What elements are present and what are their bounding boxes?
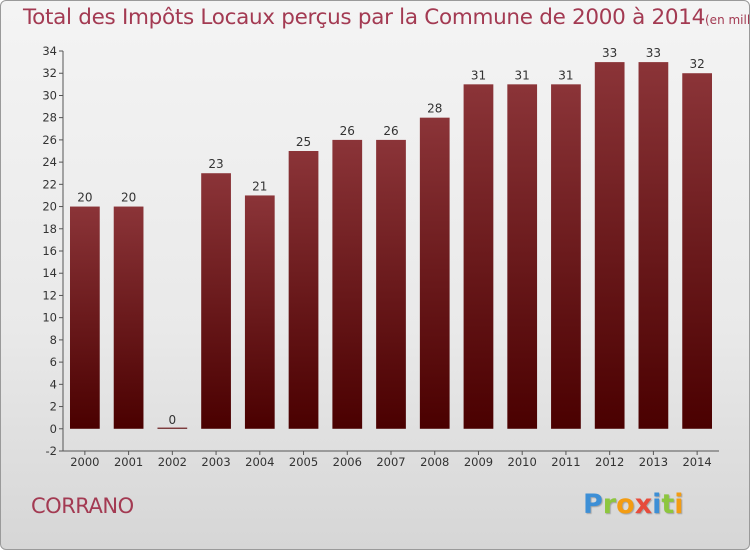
- x-tick-label: 2002: [158, 455, 187, 469]
- y-tick-label: 34: [42, 44, 57, 58]
- x-tick-label: 2003: [201, 455, 230, 469]
- logo-letter: t: [661, 489, 675, 520]
- y-tick-label: -2: [46, 444, 57, 458]
- y-tick-label: 16: [42, 244, 57, 258]
- x-tick-label: 2012: [595, 455, 624, 469]
- y-tick-label: 0: [50, 422, 57, 436]
- y-tick-label: 28: [42, 111, 57, 125]
- bar: [288, 151, 319, 429]
- bar: [507, 84, 538, 429]
- bar: [376, 139, 406, 429]
- bar-value-label: 31: [558, 68, 573, 82]
- y-tick-label: 26: [42, 133, 57, 147]
- bar: [201, 173, 231, 429]
- bar-value-label: 28: [427, 102, 442, 116]
- bar-value-label: 33: [646, 46, 661, 60]
- logo-letter: i: [652, 489, 662, 520]
- bar-value-label: 31: [515, 68, 530, 82]
- y-tick-label: 22: [42, 177, 57, 191]
- bar: [113, 206, 144, 429]
- x-tick-label: 2013: [639, 455, 668, 469]
- x-tick-label: 2014: [682, 455, 711, 469]
- bar-value-label: 26: [340, 124, 355, 138]
- chart-title-unit: (en milliers d'€): [705, 13, 750, 27]
- bar-value-label: 23: [208, 157, 223, 171]
- bar: [69, 206, 100, 429]
- x-tick-label: 2001: [114, 455, 143, 469]
- bar: [419, 117, 450, 429]
- bar-value-label: 26: [383, 124, 398, 138]
- bar: [157, 427, 188, 429]
- y-tick-label: 2: [50, 400, 57, 414]
- y-tick-label: 32: [42, 66, 57, 80]
- y-tick-label: 4: [50, 377, 57, 391]
- bar: [682, 73, 713, 429]
- x-axis: 2000 2001 2002 2003 2004 2005 2006 2007 2008 2009…: [63, 450, 719, 469]
- bar-value-label: 25: [296, 135, 311, 149]
- bar-value-label: 21: [252, 179, 267, 193]
- x-tick-label: 2000: [70, 455, 99, 469]
- logo-letter: i: [674, 489, 684, 520]
- x-tick-label: 2005: [289, 455, 318, 469]
- logo-letter: o: [616, 489, 635, 520]
- y-tick-label: 24: [42, 155, 57, 169]
- y-tick-label: 8: [50, 333, 57, 347]
- x-tick-label: 2006: [333, 455, 362, 469]
- x-tick-label: 2010: [508, 455, 537, 469]
- logo-letter: r: [602, 489, 617, 520]
- bar-value-label: 33: [602, 46, 617, 60]
- y-tick-label: 6: [50, 355, 57, 369]
- x-tick-label: 2004: [245, 455, 274, 469]
- commune-name: CORRANO: [31, 494, 134, 518]
- y-tick-label: 14: [42, 266, 57, 280]
- bar-value-label: 20: [121, 191, 136, 205]
- y-tick-label: 18: [42, 222, 57, 236]
- y-tick-label: 30: [42, 88, 57, 102]
- bar-value-label: 32: [689, 57, 704, 71]
- bar: [244, 195, 275, 429]
- x-tick-label: 2011: [551, 455, 580, 469]
- y-tick-label: 20: [42, 200, 57, 214]
- bar: [463, 84, 494, 429]
- bar: [332, 139, 363, 429]
- x-tick-label: 2008: [420, 455, 449, 469]
- logo-letter: P: [583, 489, 603, 520]
- chart-title-main: Total des Impôts Locaux perçus par la Co…: [23, 5, 705, 30]
- bar: [551, 84, 581, 429]
- y-tick-label: 10: [42, 311, 57, 325]
- x-tick-label: 2009: [464, 455, 493, 469]
- proxiti-logo[interactable]: Proxiti: [583, 489, 684, 520]
- chart-title: Total des Impôts Locaux perçus par la Co…: [23, 5, 750, 30]
- bar: [594, 62, 625, 429]
- bar-value-label: 0: [169, 413, 177, 427]
- logo-letter: x: [634, 489, 653, 520]
- y-tick-label: 12: [42, 288, 57, 302]
- bar-value-label: 20: [77, 191, 92, 205]
- bar-value-label: 31: [471, 68, 486, 82]
- bar: [638, 62, 669, 429]
- bars: 20 20 0 23 21 25 26 26 28 31 31 31 33 33 32: [69, 46, 713, 429]
- x-tick-label: 2007: [376, 455, 405, 469]
